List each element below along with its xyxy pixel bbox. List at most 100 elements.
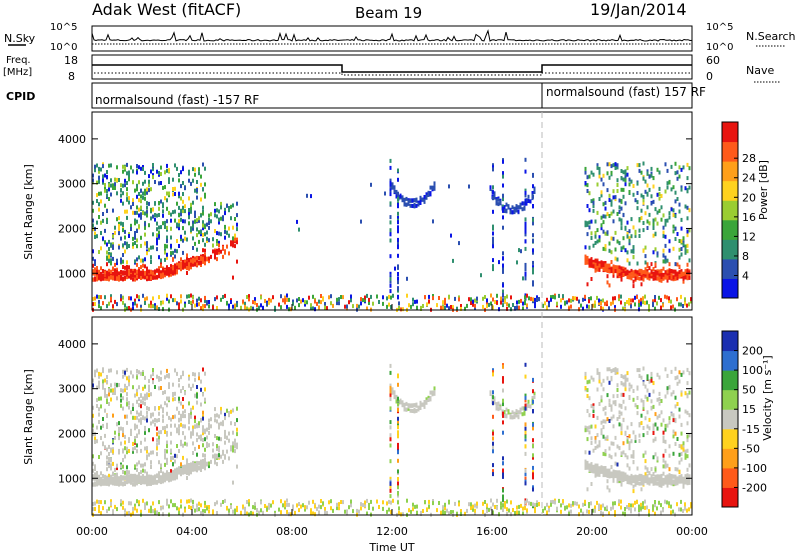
range-cell (180, 472, 182, 476)
range-cell (683, 277, 685, 281)
range-cell (300, 505, 302, 509)
range-cell (595, 436, 597, 440)
range-cell (200, 435, 202, 439)
colorbar-tick-label: 20 (742, 191, 756, 204)
range-cell (134, 483, 136, 487)
range-cell (120, 222, 122, 226)
range-cell (138, 275, 140, 279)
range-cell (136, 171, 138, 175)
range-cell (148, 270, 150, 274)
range-cell (358, 305, 360, 309)
range-cell (554, 295, 556, 299)
range-cell (138, 480, 140, 484)
range-cell (188, 221, 190, 225)
range-cell (196, 196, 198, 200)
range-cell (426, 302, 428, 306)
range-cell (655, 218, 657, 222)
range-cell (623, 236, 625, 240)
range-cell (100, 404, 102, 408)
noise-left-tick-top: 10^5 (50, 22, 77, 33)
range-cell (158, 376, 160, 380)
range-cell (669, 262, 671, 266)
range-cell (176, 471, 178, 475)
range-cell (212, 449, 214, 453)
range-cell (320, 294, 322, 298)
range-cell (104, 189, 106, 193)
range-cell (605, 207, 607, 211)
range-cell (188, 294, 190, 298)
range-cell (172, 187, 174, 191)
range-cell (434, 386, 436, 390)
range-cell (236, 508, 238, 512)
range-cell (174, 415, 176, 419)
range-cell (216, 239, 218, 243)
range-cell (643, 475, 645, 479)
range-cell (204, 387, 206, 391)
range-cell (236, 202, 238, 206)
range-cell (200, 419, 202, 423)
range-cell (194, 214, 196, 218)
range-cell (330, 294, 332, 298)
range-cell (122, 265, 124, 269)
range-cell (647, 271, 649, 275)
range-cell (170, 236, 172, 240)
range-cell (164, 270, 166, 274)
range-cell (392, 387, 394, 391)
range-cell (154, 474, 156, 478)
range-cell (152, 215, 154, 219)
range-cell (154, 269, 156, 273)
range-cell (236, 260, 238, 264)
range-cell (134, 464, 136, 468)
range-cell (643, 162, 645, 166)
range-cell (623, 273, 625, 277)
range-cell (645, 451, 647, 455)
range-cell (142, 476, 144, 480)
range-cell (611, 236, 613, 240)
range-cell (96, 369, 98, 373)
range-cell (182, 167, 184, 171)
range-cell (615, 436, 617, 440)
range-cell (340, 295, 342, 299)
range-cell (336, 503, 338, 507)
range-cell (152, 245, 154, 249)
range-cell (106, 189, 108, 193)
range-cell (170, 251, 172, 255)
range-cell (120, 394, 122, 398)
range-cell (585, 464, 587, 468)
range-cell (607, 469, 609, 473)
range-cell (168, 177, 170, 181)
range-cell (232, 510, 234, 514)
range-cell (162, 186, 164, 190)
range-cell (174, 298, 176, 302)
range-cell (158, 418, 160, 422)
range-cell (532, 218, 534, 222)
range-cell (106, 467, 108, 471)
range-cell (200, 256, 202, 260)
range-cell (106, 175, 108, 179)
range-cell (146, 206, 148, 210)
range-cell (100, 192, 102, 196)
range-cell (600, 301, 602, 305)
range-cell (320, 499, 322, 503)
range-cell (114, 178, 116, 182)
range-cell (136, 211, 138, 215)
range-cell (242, 505, 244, 509)
range-cell (222, 295, 224, 299)
range-cell (152, 476, 154, 480)
range-cell (286, 503, 288, 507)
range-cell (617, 388, 619, 392)
range-cell (138, 255, 140, 259)
range-cell (200, 183, 202, 187)
range-cell (390, 433, 392, 437)
range-cell (631, 439, 633, 443)
range-cell (148, 388, 150, 392)
range-cell (110, 261, 112, 265)
range-cell (681, 432, 683, 436)
range-cell (376, 295, 378, 299)
range-cell (200, 403, 202, 407)
range-cell (280, 305, 282, 309)
range-cell (603, 472, 605, 476)
range-cell (120, 427, 122, 431)
range-cell (619, 217, 621, 221)
range-cell (230, 300, 232, 304)
